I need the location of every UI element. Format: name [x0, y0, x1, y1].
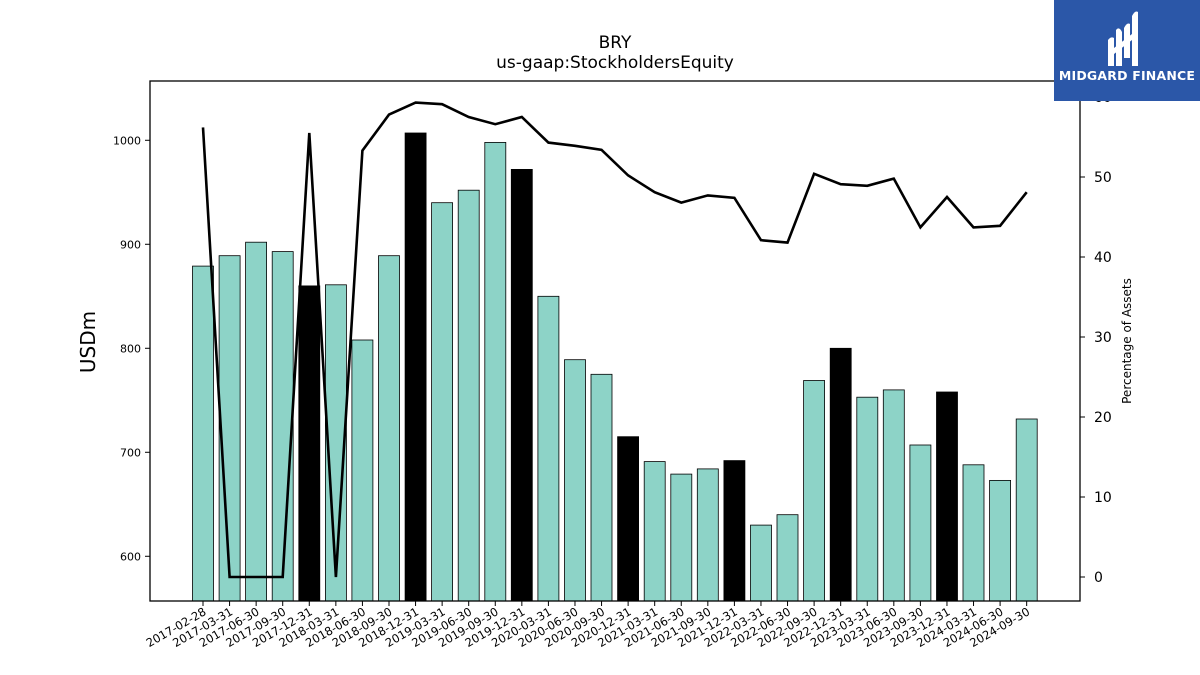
bar-2020-12-31 [617, 436, 639, 602]
bar-2021-12-31 [723, 460, 746, 602]
bar-2024-09-30 [1015, 418, 1038, 602]
bar-2023-09-30 [909, 444, 932, 602]
bar-2019-03-31 [431, 202, 454, 602]
bar-2024-03-31 [962, 464, 985, 602]
y2-tick-label: 10 [1094, 490, 1112, 506]
bar-2023-06-30 [882, 389, 905, 602]
y-axis-right: 0102030405060 [1080, 90, 1112, 586]
bar-2020-03-31 [537, 295, 560, 602]
bar-2023-12-31 [936, 391, 958, 602]
bar-2023-03-31 [856, 396, 879, 602]
y-axis-label: USDm [76, 311, 100, 373]
bar-2020-09-30 [590, 373, 613, 602]
bar-2018-12-31 [404, 132, 427, 602]
y-tick-label: 900 [120, 238, 141, 251]
y-tick-label: 1000 [113, 134, 141, 147]
brand-name: MIDGARD FINANCE [1058, 68, 1196, 83]
bar-2017-06-30 [245, 241, 268, 602]
y2-axis-label: Percentage of Assets [1120, 278, 1134, 404]
bar-2019-06-30 [457, 189, 480, 602]
y2-tick-label: 40 [1094, 250, 1112, 266]
chart-subtitle: us-gaap:StockholdersEquity [496, 53, 734, 73]
bar-2021-06-30 [670, 473, 693, 602]
y2-tick-label: 30 [1094, 330, 1112, 346]
y-axis-left: 600 700 800 900 1000 [113, 134, 150, 563]
bar-2018-09-30 [378, 255, 400, 602]
bar-2017-03-31 [218, 255, 241, 602]
bar-2022-09-30 [803, 380, 825, 602]
plot-frame [149, 80, 1081, 602]
brand-logo: MIDGARD FINANCE [1054, 0, 1200, 101]
bar-2022-06-30 [776, 514, 799, 602]
bar-2022-03-31 [750, 524, 772, 602]
percentage-line [201, 101, 1028, 579]
bar-2017-02-28 [192, 265, 214, 602]
y2-tick-label: 50 [1094, 170, 1112, 186]
bar-2017-12-31 [298, 285, 321, 602]
y2-tick-label: 20 [1094, 410, 1112, 426]
bar-series [192, 132, 1038, 602]
line-series [201, 101, 1028, 579]
bar-2018-06-30 [351, 339, 374, 602]
chart-title: BRY [598, 33, 632, 53]
bar-2017-09-30 [271, 251, 294, 602]
bar-2021-03-31 [643, 461, 666, 602]
y-tick-label: 700 [120, 446, 141, 459]
bar-2022-12-31 [829, 347, 852, 602]
bar-2019-12-31 [510, 168, 533, 602]
x-axis: 2017-02-282017-03-312017-06-302017-09-30… [144, 601, 1032, 650]
bar-2019-09-30 [484, 141, 507, 602]
y-tick-label: 600 [120, 550, 141, 563]
bar-2024-06-30 [989, 479, 1011, 602]
bar-2021-09-30 [696, 468, 719, 602]
y2-tick-label: 0 [1094, 570, 1103, 586]
midgard-logo-icon [1108, 11, 1138, 66]
bar-2020-06-30 [564, 359, 586, 602]
y-tick-label: 800 [120, 342, 141, 355]
